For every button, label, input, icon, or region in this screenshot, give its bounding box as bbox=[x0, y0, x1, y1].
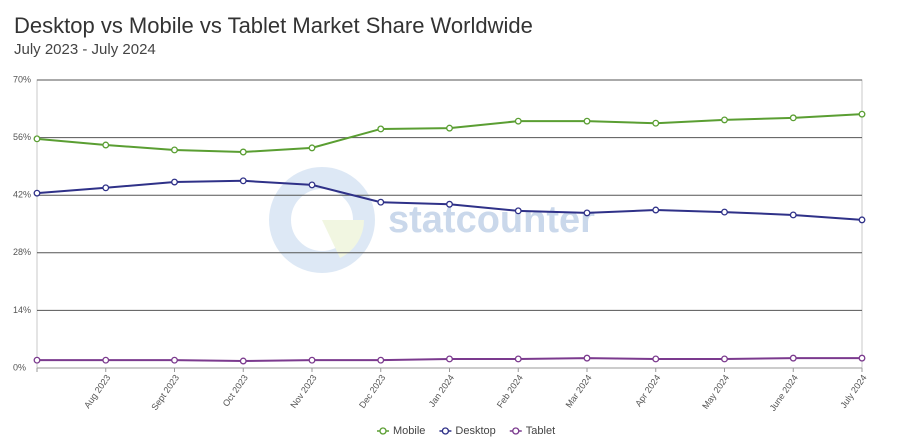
point bbox=[858, 110, 866, 118]
legend-marker bbox=[379, 427, 387, 435]
point bbox=[377, 125, 385, 133]
point bbox=[721, 355, 728, 363]
point bbox=[789, 114, 797, 122]
legend-item[interactable]: Desktop bbox=[439, 425, 496, 437]
x-tick-label: Mar 2024 bbox=[564, 373, 594, 410]
legend-item[interactable]: Mobile bbox=[377, 425, 425, 437]
x-tick-label: Nov 2023 bbox=[288, 373, 318, 410]
point bbox=[858, 354, 866, 362]
y-tick-label: 42% bbox=[13, 190, 31, 200]
point bbox=[171, 146, 178, 154]
point bbox=[239, 148, 247, 156]
point bbox=[33, 189, 41, 197]
point bbox=[789, 211, 797, 219]
point bbox=[721, 116, 728, 124]
point bbox=[514, 117, 522, 125]
point bbox=[446, 200, 453, 208]
x-tick-label: Apr 2024 bbox=[633, 373, 662, 409]
point bbox=[514, 207, 522, 215]
point bbox=[446, 355, 453, 363]
point bbox=[652, 119, 660, 127]
y-tick-label: 56% bbox=[13, 132, 31, 142]
x-tick-label: Jan 2024 bbox=[427, 373, 456, 409]
legend-item[interactable]: Tablet bbox=[509, 425, 555, 437]
y-tick-label: 0% bbox=[13, 362, 26, 372]
point bbox=[33, 356, 41, 364]
legend-label: Desktop bbox=[455, 425, 495, 437]
point bbox=[239, 357, 247, 365]
point bbox=[102, 141, 110, 149]
point bbox=[102, 184, 110, 192]
watermark-logo bbox=[269, 167, 375, 273]
point bbox=[102, 356, 110, 364]
legend-marker bbox=[441, 427, 450, 435]
point bbox=[308, 356, 316, 364]
point bbox=[171, 178, 178, 186]
y-tick-label: 14% bbox=[13, 305, 31, 315]
point bbox=[858, 216, 866, 224]
point bbox=[514, 355, 522, 363]
x-tick-label: May 2024 bbox=[700, 373, 731, 411]
point bbox=[377, 356, 385, 364]
point bbox=[171, 356, 178, 364]
point bbox=[308, 144, 316, 152]
point bbox=[446, 124, 453, 132]
x-tick-label: Feb 2024 bbox=[495, 373, 525, 410]
point bbox=[33, 135, 41, 143]
legend-label: Mobile bbox=[393, 425, 425, 437]
watermark: statcounter bbox=[388, 199, 595, 241]
point bbox=[583, 117, 591, 125]
chart-title: Desktop vs Mobile vs Tablet Market Share… bbox=[14, 13, 533, 38]
point bbox=[652, 206, 660, 214]
point bbox=[789, 354, 797, 362]
legend-marker bbox=[512, 427, 520, 435]
y-tick-label: 28% bbox=[13, 247, 31, 257]
point bbox=[308, 181, 316, 189]
point bbox=[652, 355, 660, 363]
point bbox=[721, 208, 728, 216]
legend-label: Tablet bbox=[526, 425, 555, 437]
y-tick-label: 70% bbox=[13, 74, 31, 84]
x-tick-label: Oct 2023 bbox=[221, 373, 250, 409]
x-tick-label: Aug 2023 bbox=[82, 373, 112, 410]
point bbox=[583, 209, 591, 217]
x-tick-label: Dec 2023 bbox=[357, 373, 387, 410]
chart-subtitle: July 2023 - July 2024 bbox=[14, 41, 156, 58]
x-tick-label: July 2024 bbox=[838, 373, 868, 410]
point bbox=[377, 198, 385, 206]
point bbox=[239, 177, 247, 185]
point bbox=[583, 354, 591, 362]
series-line bbox=[36, 113, 863, 154]
x-tick-label: June 2024 bbox=[768, 373, 800, 413]
x-tick-label: Sept 2023 bbox=[149, 373, 181, 412]
